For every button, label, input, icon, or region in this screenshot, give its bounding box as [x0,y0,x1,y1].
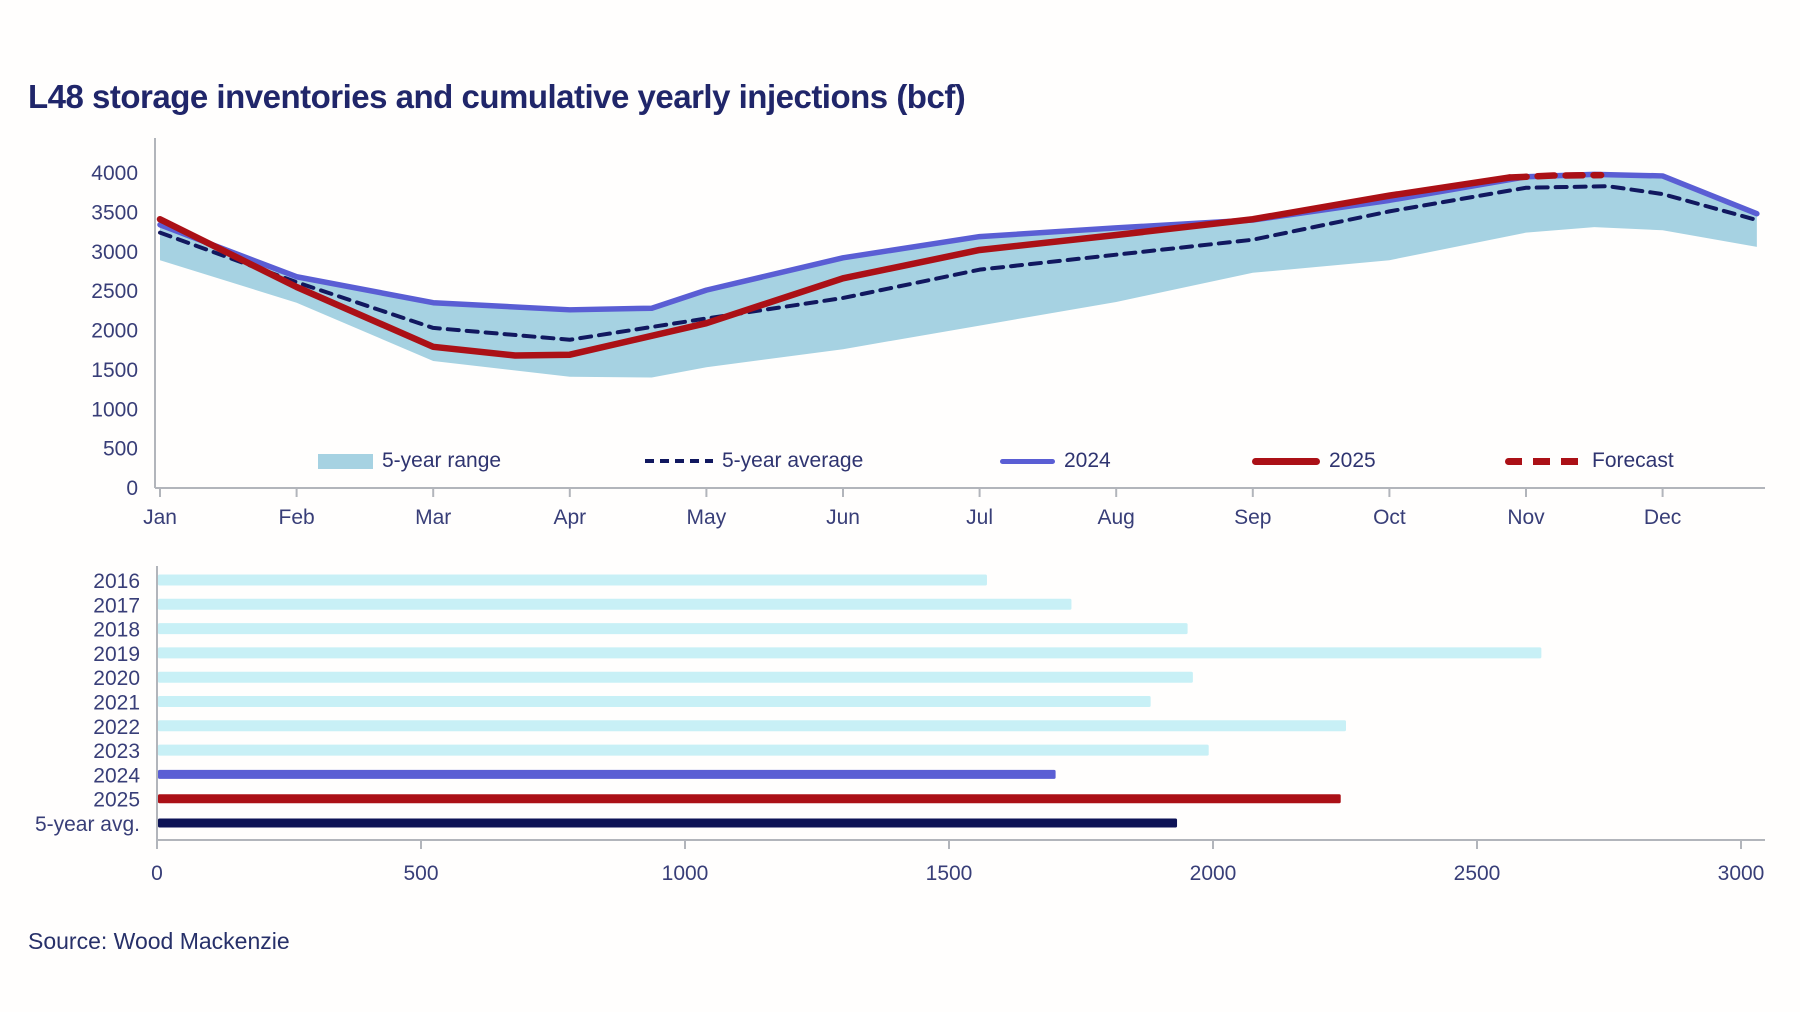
bar-2017 [158,598,1072,610]
bar-x-tick-label: 500 [403,862,438,885]
month-label: Nov [1507,506,1545,529]
legend-item-2024: 2024 [1000,448,1111,474]
bar-2024 [158,769,1056,779]
y-tick-label: 1000 [91,398,138,421]
bar-x-tick-label: 2000 [1190,862,1237,885]
bar-x-tick-label: 2500 [1454,862,1501,885]
y-tick-label: 2500 [91,280,138,303]
y-tick-label: 0 [126,477,138,500]
line-2025-swatch [1252,457,1320,465]
bar-category-label: 2021 [93,692,140,715]
bar-2023 [158,744,1209,756]
month-label: Jun [826,506,860,529]
series-2025-line [156,174,1513,359]
month-label: Sep [1234,506,1271,529]
bar-2021 [158,696,1151,707]
bar-2025 [158,794,1341,804]
source-note: Source: Wood Mackenzie [28,928,290,954]
bar-category-label: 2023 [93,740,140,763]
month-label: Oct [1373,506,1406,529]
bar-2016 [158,574,987,586]
legend-label: Forecast [1592,449,1674,472]
legend-item-2025: 2025 [1252,448,1376,474]
bar-category-label: 2020 [93,667,140,690]
average-dashed-line-swatch [645,459,713,463]
bar-2019 [158,647,1542,659]
y-tick-label: 3500 [91,201,138,224]
bar-category-label: 2024 [93,764,140,787]
month-label: Feb [279,506,315,529]
bar-category-label: 2017 [93,594,140,617]
bar-2020 [158,671,1193,683]
bar-5-year-avg- [158,818,1178,828]
page-title: L48 storage inventories and cumulative y… [28,78,966,116]
y-tick-label: 1500 [91,359,138,382]
legend-label: 2025 [1329,449,1376,472]
legend-label: 5-year average [722,449,864,472]
range-area-swatch [318,453,373,469]
bar-category-label: 2025 [93,789,140,812]
series-5-year-average-line [158,184,1759,342]
y-tick-label: 4000 [91,162,138,185]
month-label: Jul [966,506,993,529]
series-forecast-line [1506,171,1605,181]
bar-category-label: 2022 [93,716,140,739]
chart-legend: 5-year range 5-year average 2024 2025 Fo… [0,448,1800,474]
month-label: Apr [553,506,586,529]
bar-category-label: 2019 [93,643,140,666]
bar-x-tick-label: 0 [151,862,163,885]
bar-2018 [158,623,1188,635]
y-tick-label: 2000 [91,320,138,343]
bar-x-tick-label: 1500 [926,862,973,885]
month-label: Mar [415,506,451,529]
bar-2022 [158,720,1346,732]
bar-x-tick-label: 1000 [662,862,709,885]
month-label: May [687,506,727,529]
bar-category-label: 2018 [93,619,140,642]
legend-label: 5-year range [382,449,502,472]
bar-category-label: 5-year avg. [35,813,140,836]
bar-x-tick-label: 3000 [1718,862,1765,885]
legend-item-forecast: Forecast [1505,448,1674,474]
y-tick-label: 500 [103,438,138,461]
bar-category-label: 2016 [93,570,140,593]
y-tick-label: 3000 [91,241,138,264]
line-2024-swatch [1000,458,1055,464]
forecast-dashed-line-swatch [1505,457,1583,465]
legend-item-5-year-average: 5-year average [645,448,863,474]
legend-label: 2024 [1064,449,1111,472]
legend-item-5-year-range: 5-year range [318,448,501,474]
month-label: Aug [1098,506,1135,529]
month-label: Jan [143,506,177,529]
month-label: Dec [1644,506,1681,529]
